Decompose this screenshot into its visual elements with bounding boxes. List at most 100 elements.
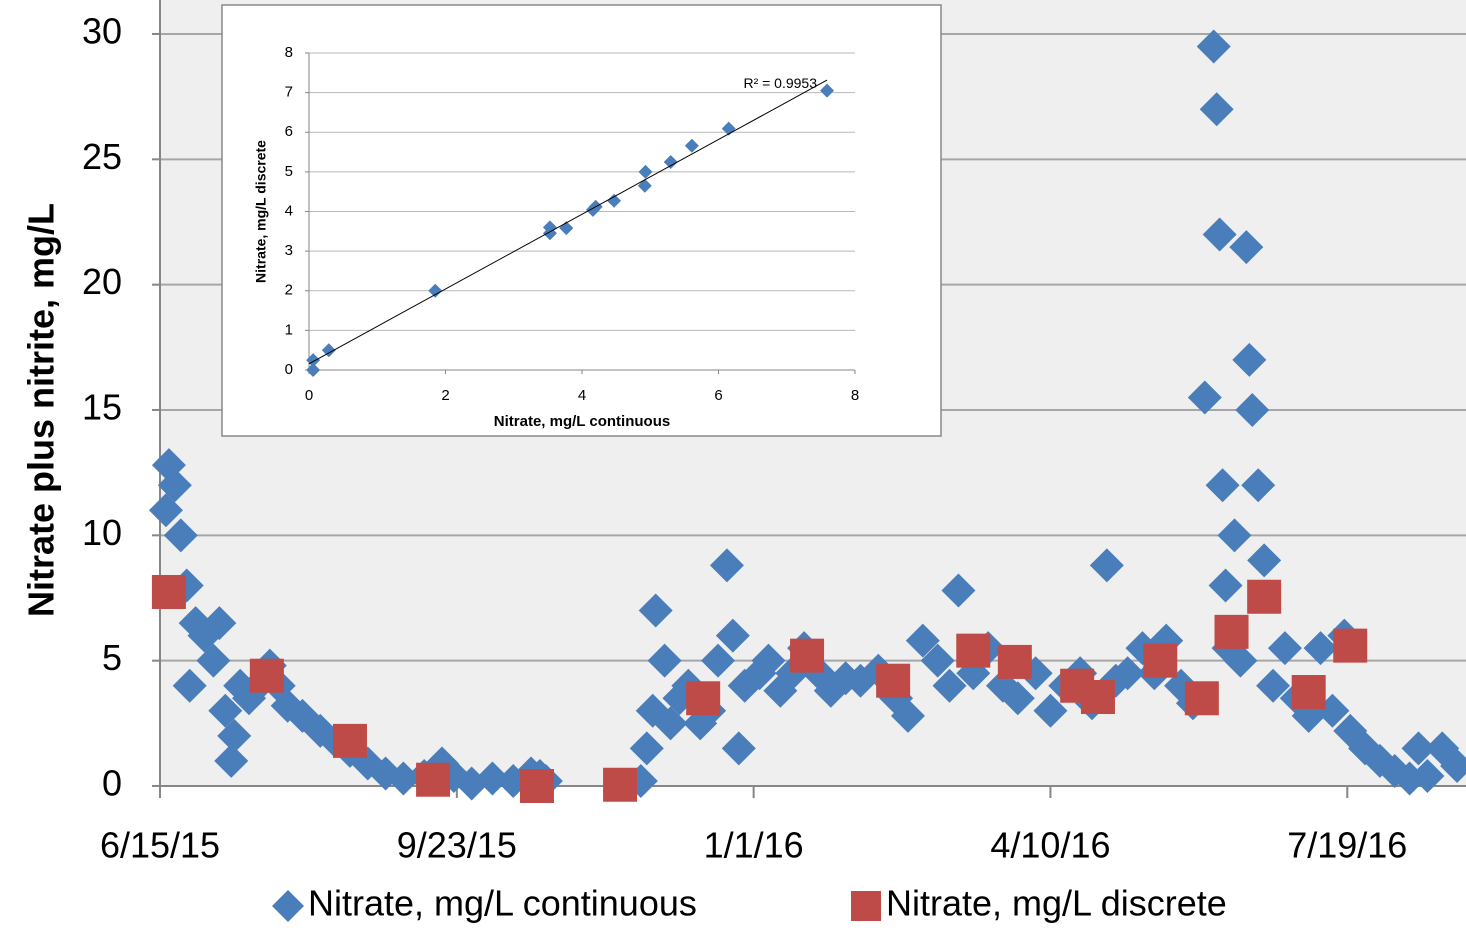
x-tick-label: 6/15/15: [100, 825, 220, 866]
y-axis-label: Nitrate plus nitrite, mg/L: [21, 203, 62, 617]
y-tick-label: 10: [82, 512, 122, 553]
point: [1143, 643, 1178, 678]
point: [1080, 680, 1115, 715]
point: [1208, 568, 1243, 603]
point: [1184, 681, 1219, 716]
point: [1232, 342, 1267, 377]
y-tick-label: 6: [285, 123, 293, 140]
point: [956, 633, 991, 668]
point: [663, 154, 678, 169]
point: [1217, 518, 1252, 553]
point: [428, 283, 443, 298]
point: [647, 643, 682, 678]
y-tick-label: 20: [82, 261, 122, 302]
point: [1241, 468, 1276, 503]
x-tick-label: 2: [441, 387, 449, 404]
annotation: R² = 0.9953: [743, 75, 817, 91]
point: [721, 731, 756, 766]
point: [890, 698, 925, 733]
point: [1205, 468, 1240, 503]
y-tick-label: 15: [82, 387, 122, 428]
x-tick-label: 8: [851, 387, 859, 404]
point: [1196, 29, 1231, 64]
point: [1333, 628, 1368, 663]
y-axis-label: Nitrate, mg/L discrete: [253, 140, 269, 283]
point: [1247, 543, 1282, 578]
point: [157, 468, 192, 503]
point: [1229, 230, 1264, 265]
point: [172, 668, 207, 703]
point: [332, 723, 367, 758]
y-tick-label: 0: [285, 361, 293, 378]
point: [941, 573, 976, 608]
point: [416, 762, 451, 797]
point: [603, 767, 638, 802]
y-tick-label: 4: [285, 202, 293, 219]
point: [1202, 217, 1237, 252]
point: [607, 193, 622, 208]
y-tick-label: 5: [285, 163, 293, 180]
point: [1256, 668, 1291, 703]
point: [386, 761, 421, 796]
point: [1247, 579, 1282, 614]
point: [1199, 92, 1234, 127]
point: [638, 593, 673, 628]
x-tick-label: 4: [578, 387, 586, 404]
point: [306, 363, 321, 377]
x-tick-label: 6: [714, 387, 722, 404]
point: [638, 164, 653, 179]
point: [932, 668, 967, 703]
point: [249, 658, 284, 693]
point: [202, 606, 237, 641]
point: [684, 138, 699, 153]
point: [151, 574, 186, 609]
trendline: [308, 79, 828, 365]
point: [920, 643, 955, 678]
point: [196, 643, 231, 678]
point: [629, 731, 664, 766]
point: [790, 638, 825, 673]
point: [1214, 614, 1249, 649]
y-tick-label: 0: [102, 763, 122, 804]
point: [715, 618, 750, 653]
legend-swatch: [272, 890, 304, 922]
point: [1235, 393, 1270, 427]
legend: Nitrate, mg/L continuous Nitrate, mg/L di…: [272, 883, 1227, 924]
point: [1401, 731, 1436, 766]
point: [686, 681, 721, 716]
y-tick-label: 3: [285, 242, 293, 259]
point: [1110, 656, 1145, 691]
point: [321, 343, 336, 358]
legend-label: Nitrate, mg/L continuous: [308, 883, 697, 924]
y-tick-label: 1: [285, 321, 293, 338]
point: [163, 518, 198, 553]
point: [820, 83, 835, 98]
point: [217, 718, 252, 753]
point: [876, 663, 911, 698]
x-tick-label: 9/23/15: [397, 825, 517, 866]
y-tick-label: 8: [285, 44, 293, 61]
inset-frame: [221, 4, 942, 437]
y-tick-label: 30: [82, 11, 122, 52]
point: [1033, 693, 1068, 728]
legend-swatch: [851, 891, 881, 921]
point: [1000, 681, 1035, 716]
point: [1089, 548, 1124, 583]
point: [997, 644, 1032, 679]
point: [701, 643, 736, 678]
point: [519, 769, 554, 803]
y-tick-label: 7: [285, 84, 293, 101]
point: [1291, 675, 1326, 709]
point: [1440, 748, 1466, 783]
point: [214, 743, 249, 778]
point: [1223, 643, 1258, 678]
point: [475, 761, 510, 796]
x-tick-label: 4/10/16: [990, 825, 1110, 866]
x-tick-label: 0: [305, 387, 313, 404]
y-tick-label: 25: [82, 136, 122, 177]
point: [1303, 631, 1338, 666]
legend-label: Nitrate, mg/L discrete: [886, 883, 1227, 924]
point: [709, 548, 744, 583]
y-tick-label: 2: [285, 282, 293, 299]
